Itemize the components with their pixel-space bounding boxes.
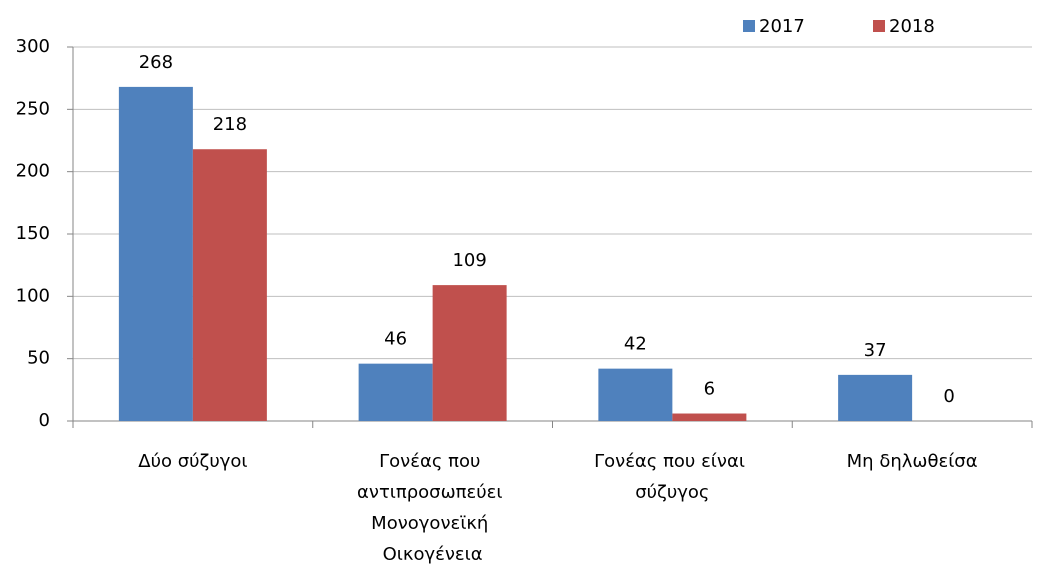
bar [838, 374, 913, 421]
data-label: 37 [864, 340, 887, 361]
y-tick-label: 150 [16, 223, 50, 244]
y-tick-label: 50 [27, 348, 50, 369]
data-label: 42 [624, 334, 647, 355]
data-label: 268 [139, 52, 173, 73]
x-tick-label: Γονέας που αντιπροσωπεύει Μονογονεϊκή Οι… [357, 451, 508, 564]
y-tick-label: 300 [16, 36, 50, 57]
data-label: 0 [943, 386, 954, 407]
bar [672, 413, 747, 421]
bar [192, 149, 267, 421]
legend-label: 2017 [759, 16, 805, 37]
x-tick-label: Μη δηλωθείσα [847, 451, 978, 472]
y-tick-label: 250 [16, 98, 50, 119]
x-tick-label: Γονέας που είναι σύζυγος [594, 451, 751, 503]
bar [358, 363, 433, 421]
legend-swatch [873, 20, 885, 32]
legend-label: 2018 [889, 16, 935, 37]
data-label: 218 [213, 114, 247, 135]
data-label: 109 [452, 250, 486, 271]
y-tick-label: 200 [16, 161, 50, 182]
legend-swatch [743, 20, 755, 32]
y-tick-label: 100 [16, 285, 50, 306]
data-label: 6 [704, 379, 715, 400]
bar [432, 285, 507, 421]
data-label: 46 [384, 329, 407, 350]
bar [598, 368, 673, 421]
x-tick-label: Δύο σύζυγοι [138, 451, 247, 472]
bar [118, 86, 193, 421]
y-tick-label: 0 [39, 410, 50, 431]
